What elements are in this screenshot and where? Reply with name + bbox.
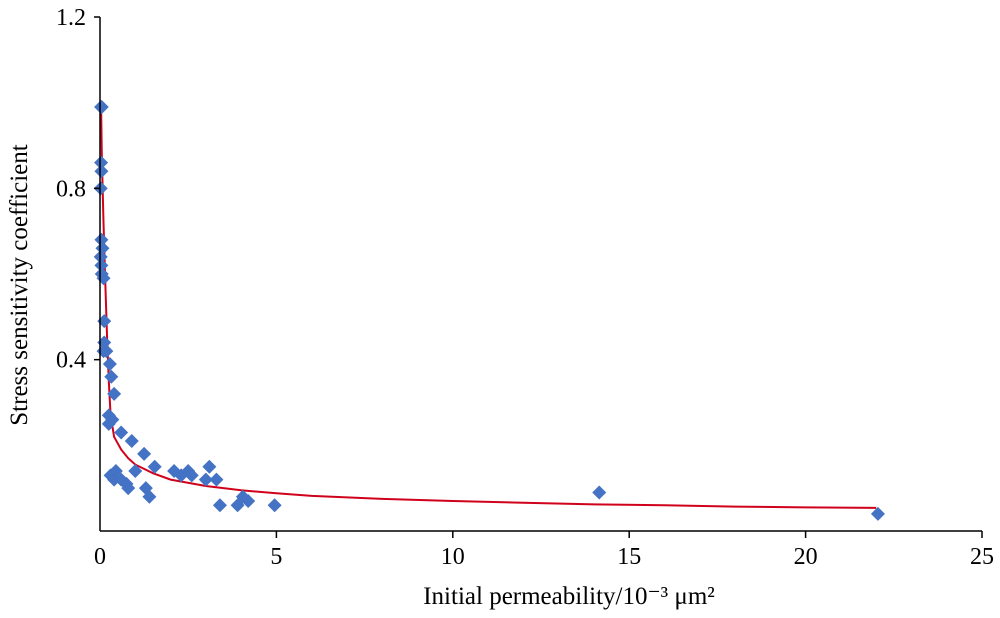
- y-tick-label: 0.4: [56, 348, 86, 374]
- data-point: [184, 468, 199, 483]
- data-point: [241, 494, 256, 509]
- data-point: [107, 472, 122, 487]
- data-point: [267, 498, 282, 513]
- y-axis-title: Stress sensitivity coefficient: [6, 144, 33, 425]
- data-point: [209, 472, 224, 487]
- data-point: [101, 416, 116, 431]
- data-point: [592, 485, 607, 500]
- x-tick-label: 10: [441, 544, 465, 570]
- data-point: [202, 459, 217, 474]
- data-point: [94, 99, 109, 114]
- data-point: [870, 506, 885, 521]
- y-tick-label: 0.8: [56, 176, 86, 202]
- data-point: [114, 425, 129, 440]
- data-point: [137, 446, 152, 461]
- data-point: [94, 164, 109, 179]
- data-point: [102, 356, 117, 371]
- x-tick-label: 15: [617, 544, 641, 570]
- data-point: [128, 464, 143, 479]
- axis-ticks: 0 5 10 15 20 25 0.4 0.8 1.2: [56, 5, 994, 570]
- chart-marks: [93, 99, 885, 521]
- x-tick-label: 20: [794, 544, 818, 570]
- axes: [99, 17, 982, 532]
- data-point: [198, 472, 213, 487]
- data-point: [212, 498, 227, 513]
- data-point: [107, 386, 122, 401]
- data-point: [124, 434, 139, 449]
- data-point: [94, 232, 109, 247]
- data-point: [104, 369, 119, 384]
- y-tick-label: 1.2: [56, 5, 86, 31]
- x-tick-label: 5: [270, 544, 282, 570]
- data-point: [147, 459, 162, 474]
- x-tick-label: 0: [94, 544, 106, 570]
- fit-curve: [100, 106, 877, 509]
- data-point: [121, 481, 136, 496]
- x-tick-label: 25: [970, 544, 994, 570]
- data-point: [94, 258, 109, 273]
- data-point: [99, 344, 114, 359]
- x-axis-title: Initial permeability/10⁻³ μm²: [423, 583, 715, 610]
- data-point: [142, 489, 157, 504]
- data-point: [94, 155, 109, 170]
